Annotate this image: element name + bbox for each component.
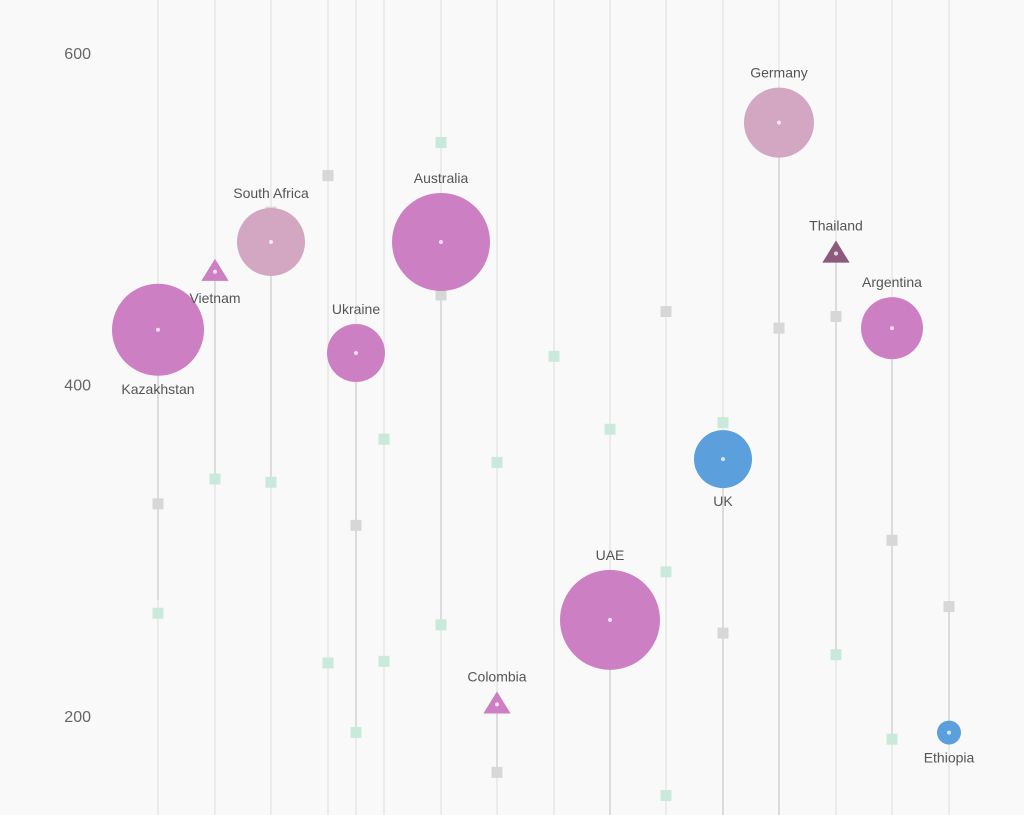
- y-tick-label-200: 200: [64, 709, 91, 726]
- label-colombia: Colombia: [467, 668, 526, 684]
- label-kazakhstan: Kazakhstan: [121, 381, 194, 397]
- mint-marker-col-5: [378, 433, 390, 445]
- mint-marker-uae-10: [604, 423, 616, 435]
- center-dot-colombia: [495, 702, 499, 707]
- mint-marker-colombia-8: [491, 456, 503, 468]
- gray-marker-argentina-15: [886, 534, 898, 546]
- gray-marker-ethiopia-16: [943, 601, 955, 613]
- label-uae: UAE: [596, 547, 625, 563]
- gray-marker-col-11: [660, 306, 672, 318]
- gray-marker-germany-13: [773, 322, 785, 334]
- mint-marker-kazakhstan-0: [152, 607, 164, 619]
- markers-layer: [152, 137, 955, 802]
- gray-marker-ukraine-4: [350, 519, 362, 531]
- y-tick-label-600: 600: [64, 46, 91, 63]
- center-dot-south-africa: [269, 239, 273, 244]
- label-uk: UK: [713, 493, 733, 509]
- label-south-africa: South Africa: [233, 185, 309, 201]
- center-dot-uae: [608, 617, 612, 622]
- center-dot-vietnam: [213, 269, 217, 274]
- center-dot-kazakhstan: [156, 327, 160, 332]
- center-dot-thailand: [834, 251, 838, 256]
- center-dot-ethiopia: [947, 730, 951, 735]
- center-dot-uk: [721, 457, 725, 462]
- label-vietnam: Vietnam: [189, 290, 240, 306]
- gray-marker-uk-12: [717, 627, 729, 639]
- gray-marker-colombia-8: [491, 766, 503, 778]
- mint-marker-thailand-14: [830, 649, 842, 661]
- label-ethiopia: Ethiopia: [924, 750, 975, 766]
- mint-marker-col-6: [378, 655, 390, 667]
- label-ukraine: Ukraine: [332, 301, 380, 317]
- mint-marker-argentina-15: [886, 733, 898, 745]
- gray-marker-australia-7: [435, 289, 447, 301]
- center-dot-ukraine: [354, 351, 358, 356]
- mint-marker-col-9: [548, 350, 560, 362]
- labels-layer: Kazakhstan Vietnam South Africa Ukraine Aust…: [121, 65, 974, 766]
- mint-marker-ukraine-4: [350, 727, 362, 739]
- label-australia: Australia: [414, 170, 469, 186]
- mint-marker-uk-12: [717, 417, 729, 429]
- center-dot-germany: [777, 120, 781, 125]
- center-dot-argentina: [890, 326, 894, 331]
- label-argentina: Argentina: [862, 274, 922, 290]
- stems-layer: [157, 0, 950, 815]
- y-tick-label-400: 400: [64, 378, 91, 395]
- mint-marker-col-3: [322, 657, 334, 669]
- label-germany: Germany: [750, 65, 808, 81]
- label-thailand: Thailand: [809, 218, 863, 234]
- bubbles-layer: [112, 87, 961, 745]
- mint-marker-b-australia-7: [435, 619, 447, 631]
- center-dot-australia: [439, 239, 443, 244]
- gray-marker-col-3: [322, 170, 334, 182]
- mint-marker-south-africa-2: [265, 476, 277, 488]
- mint-marker-vietnam-1: [209, 473, 221, 485]
- y-axis: 200 400 600: [64, 46, 91, 726]
- gray-marker-kazakhstan-0: [152, 498, 164, 510]
- mint-marker-b-col-11: [660, 790, 672, 802]
- mint-marker-australia-7: [435, 137, 447, 149]
- mint-marker-col-11: [660, 566, 672, 578]
- gray-marker-thailand-14: [830, 311, 842, 323]
